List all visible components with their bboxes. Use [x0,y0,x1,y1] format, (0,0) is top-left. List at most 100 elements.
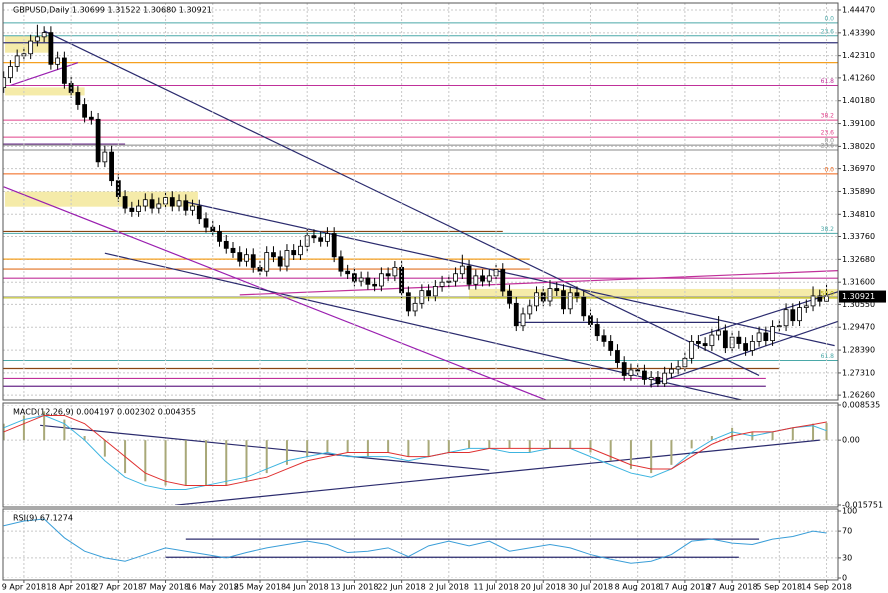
indicator-line [3,414,827,491]
histogram-bar [812,423,815,441]
candle-body [480,275,485,282]
candle-body [8,66,13,79]
fib-label: 50.0 [821,290,835,297]
histogram-bar [285,440,288,465]
candle-body [237,252,243,262]
histogram-bar [528,440,531,453]
histogram-bar [387,440,390,453]
candle-body [803,305,809,308]
candle-body [372,283,378,287]
histogram-bar [825,422,828,441]
zone [5,87,85,96]
main-frame [2,2,839,401]
candle-body [432,286,438,297]
histogram-bar [589,440,592,453]
candle-body [338,256,344,272]
y-tick-label: 0 [842,574,847,583]
y-tick-label: 1.32680 [842,255,875,264]
candle-body [196,205,202,220]
panel-title: GBPUSD,Daily 1.30699 1.31522 1.30680 1.3… [13,6,212,15]
histogram-bar [488,440,491,449]
candle-body [345,270,351,275]
candle-body [217,231,222,242]
y-tick-label: 1.42310 [842,51,875,60]
histogram-bar [670,440,673,465]
histogram-bar [326,440,329,453]
candle-body [203,218,209,228]
fib-label: 23.6 [821,28,835,35]
y-tick-label: 1.41260 [842,73,875,82]
y-tick-label: 1.34810 [842,210,875,219]
histogram-bar [43,411,46,441]
candle-body [325,233,330,242]
histogram-bar [569,440,572,449]
candle-body [183,200,189,211]
candle-body [459,265,465,275]
candle-body [102,151,108,163]
candle-body [695,341,701,344]
rsi-frame [2,508,839,581]
candle-body [743,343,748,351]
candle-body [412,302,418,312]
histogram-bar [407,440,410,457]
candle-body [520,313,526,327]
x-tick-label: 4 Jun 2018 [286,583,329,592]
fib-label: 23.6 [821,130,835,137]
histogram-bar [83,436,86,441]
candle-body [783,309,789,327]
x-tick-label: 17 Aug 2018 [659,583,710,592]
candle-body [709,334,715,347]
candle-body [594,324,600,337]
candle-body [810,295,816,307]
y-tick-label: 70 [842,527,852,536]
candle-body [82,104,88,118]
candle-body [378,273,384,287]
histogram-bar [225,440,228,486]
trendline [649,320,838,386]
candle-body [601,335,607,342]
candle-body [14,55,20,67]
trendline [239,270,838,296]
y-tick-label: 1.39100 [842,119,875,128]
candle-body [770,326,775,341]
histogram-bar [771,431,774,441]
histogram-bar [366,440,369,457]
candle-body [392,266,398,277]
candle-body [722,330,728,349]
candle-body [284,250,290,267]
candle-body [122,196,128,209]
panel-clip [3,405,838,505]
y-tick-label: 1.35890 [842,187,875,196]
candle-body [190,205,195,211]
y-tick-label: 30 [842,553,852,562]
candle-body [689,341,695,359]
candle-body [763,332,769,341]
candle-body [277,256,283,267]
x-tick-label: 22 Jun 2018 [378,583,426,592]
candle-body [291,250,297,256]
x-tick-label: 30 Jul 2018 [568,583,613,592]
candle-body [298,245,303,256]
histogram-bar [144,440,147,482]
candle-body [176,200,182,207]
x-tick-label: 18 Apr 2018 [46,583,95,592]
candle-body [628,369,634,376]
candle-body [473,275,479,285]
candle-body [453,273,458,282]
candle-body [682,357,688,368]
x-tick-label: 20 Jul 2018 [521,583,566,592]
candle-body [507,290,512,304]
candle-body [817,295,823,302]
candle-body [675,366,681,370]
candle-body [486,275,492,282]
x-tick-label: 27 Aug 2018 [706,583,757,592]
candle-body [581,296,587,317]
candle-body [3,77,7,89]
zone [5,35,50,53]
candle-body [318,237,324,242]
x-tick-label: 9 Apr 2018 [2,583,46,592]
histogram-bar [690,440,693,449]
candle-body [662,372,668,385]
x-tick-label: 7 May 2018 [142,583,189,592]
x-tick-label: 27 Apr 2018 [94,583,143,592]
